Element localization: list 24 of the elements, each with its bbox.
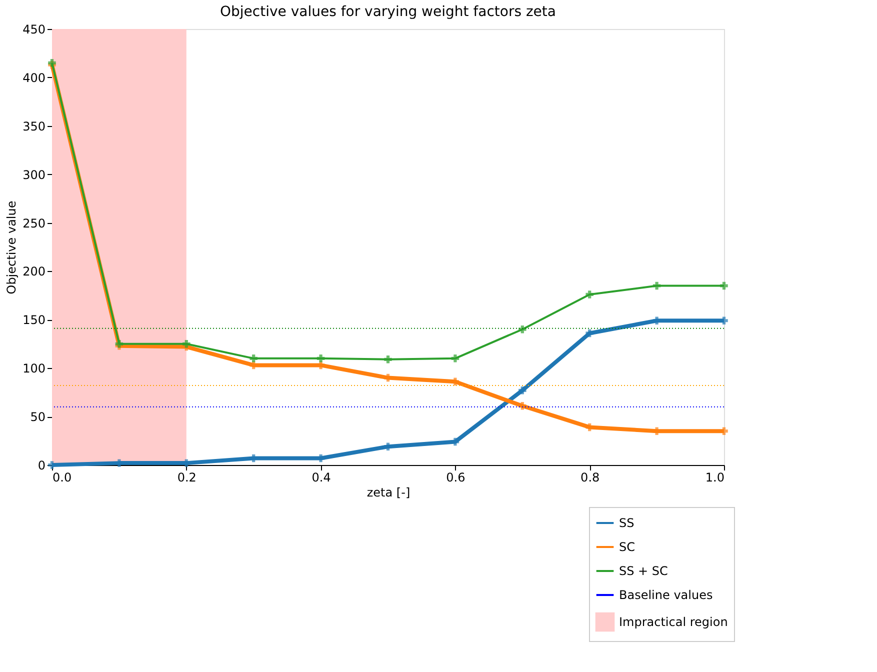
legend-label: SC	[619, 540, 635, 554]
y-tick-label: 400	[22, 70, 46, 85]
legend-label: Impractical region	[619, 615, 728, 629]
y-tick-label: 50	[30, 410, 46, 424]
chart-title: Objective values for varying weight factors zeta	[220, 4, 556, 20]
legend-label: Baseline values	[619, 588, 713, 602]
legend-label: SS	[619, 516, 634, 530]
y-tick-label: 300	[22, 168, 46, 182]
x-tick-label: 0.8	[580, 470, 600, 484]
x-tick-label: 0.0	[52, 470, 72, 484]
y-tick-label: 150	[22, 313, 46, 328]
y-tick-label: 450	[22, 22, 46, 36]
y-tick-label: 250	[22, 216, 46, 230]
y-tick-label: 200	[22, 264, 46, 279]
y-axis-title: Objective value	[4, 200, 19, 294]
x-axis-title: zeta [-]	[366, 486, 410, 500]
x-tick-label: 0.4	[312, 470, 331, 484]
x-tick-label: 0.6	[446, 470, 466, 484]
y-tick-label: 350	[22, 119, 46, 134]
x-tick-label: 0.2	[177, 470, 196, 484]
y-tick-label: 0	[38, 458, 46, 472]
x-tick-label: 1.0	[705, 470, 724, 484]
legend-label: SS + SC	[619, 564, 668, 578]
y-tick-label: 100	[22, 362, 46, 376]
